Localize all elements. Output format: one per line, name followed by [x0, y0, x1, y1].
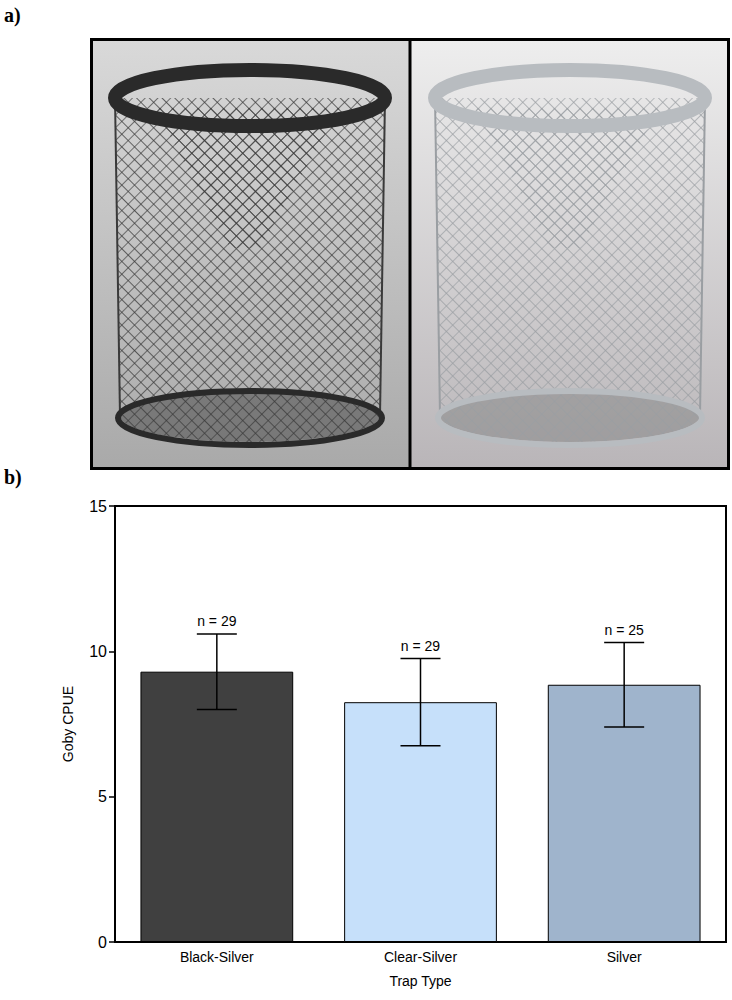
html-text:b): b): [4, 466, 22, 488]
svg-text:10: 10: [89, 643, 107, 660]
svg-text:Silver: Silver: [607, 949, 642, 965]
svg-text:Clear-Silver: Clear-Silver: [384, 949, 457, 965]
svg-text:n = 25: n = 25: [605, 622, 645, 638]
html-text:a): a): [4, 4, 21, 26]
svg-text:Trap Type: Trap Type: [389, 973, 451, 989]
svg-text:Goby CPUE: Goby CPUE: [60, 686, 76, 762]
svg-text:n = 29: n = 29: [401, 638, 441, 654]
svg-text:5: 5: [98, 788, 107, 805]
svg-text:0: 0: [98, 934, 107, 951]
svg-text:15: 15: [89, 498, 107, 515]
svg-text:n = 29: n = 29: [197, 613, 237, 629]
svg-text:Black-Silver: Black-Silver: [180, 949, 254, 965]
